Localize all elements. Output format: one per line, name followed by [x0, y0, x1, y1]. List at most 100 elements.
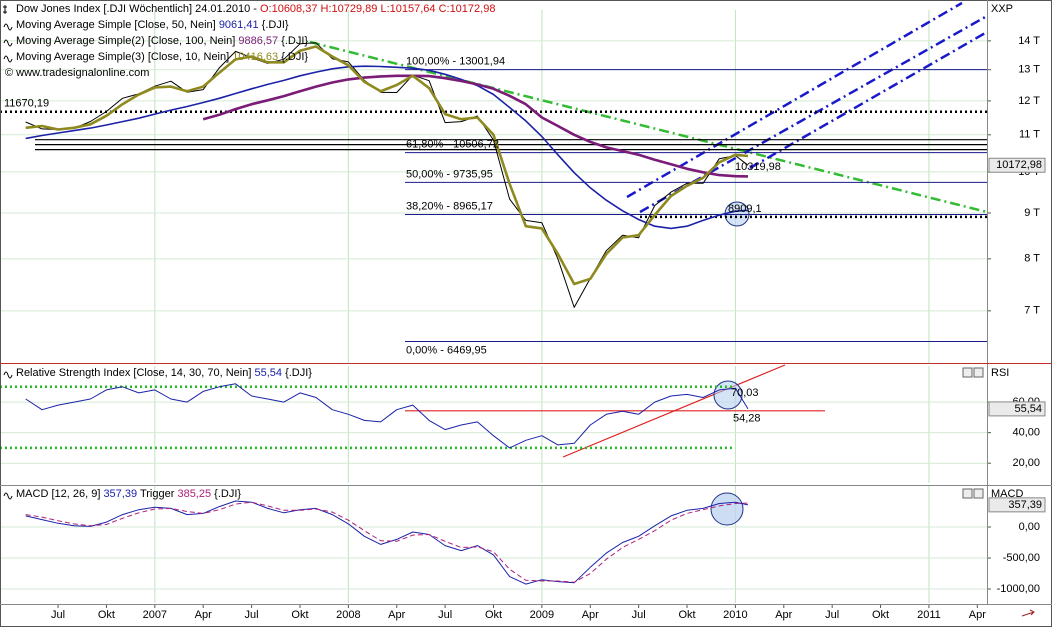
panel-button[interactable] [962, 367, 973, 378]
value-box-label: 10172,98 [996, 159, 1042, 171]
panel-button[interactable] [973, 367, 984, 378]
legend-entry: Moving Average Simple [Close, 50, Nein] … [16, 19, 289, 31]
value-box [988, 497, 1046, 513]
legend-text: Relative Strength Index [Close, 14, 30, … [16, 367, 251, 379]
highlight-circle [710, 492, 744, 526]
x-tick-label: Jul [245, 609, 259, 621]
y-tick-label: 13 T [1018, 64, 1040, 76]
series-line [202, 74, 749, 178]
legend-icon [3, 39, 13, 47]
legend-text: {.DJI} [214, 488, 241, 500]
value-box-label: 55,54 [1014, 403, 1042, 415]
legend-entry: Moving Average Simple(3) [Close, 10, Nei… [16, 51, 308, 63]
x-tick-label: Jul [51, 609, 65, 621]
y-tick-label: 9 T [1024, 207, 1040, 219]
title-text: Dow Jones Index [.DJI Wöchentlich] 24.01… [16, 3, 257, 15]
value-box [988, 401, 1046, 417]
fib-label: 50,00% - 9735,95 [406, 168, 493, 180]
annotation: 10319,98 [735, 161, 781, 173]
header-icon [3, 5, 7, 14]
panel-button[interactable] [973, 488, 984, 499]
series-line [25, 501, 749, 583]
value-box-label: 357,39 [1008, 499, 1042, 511]
chart-title: Dow Jones Index [.DJI Wöchentlich] 24.01… [16, 3, 495, 15]
y-tick-label: 14 T [1018, 35, 1040, 47]
axis-title: MACD [991, 488, 1023, 500]
source-note: © www.tradesignalonline.com [5, 67, 149, 79]
series-line [25, 500, 749, 585]
legend-text: 9886,57 [238, 35, 278, 47]
trend-line [309, 40, 988, 214]
y-tick-label: 11 T [1019, 129, 1040, 141]
x-tick-label: Okt [98, 609, 115, 621]
y-tick-label: 40,00 [1012, 427, 1040, 439]
legend-text: Moving Average Simple(3) [Close, 10, Nei… [16, 51, 229, 63]
legend-text: {.DJI} [285, 367, 312, 379]
legend-text: {.DJI} [281, 51, 308, 63]
legend-text: Trigger [140, 488, 175, 500]
level-label: 8909,1 [728, 203, 762, 215]
fib-label: 0,00% - 6469,95 [406, 344, 487, 356]
legend-icon [3, 23, 13, 31]
x-tick-label: Okt [678, 609, 695, 621]
channel-line [626, 1, 963, 199]
axis-title: XXP [991, 3, 1013, 15]
text-layer: Jul Okt 2007 Apr Jul Okt 2008 Apr Jul Okt 2009 Apr J… [3, 3, 1046, 621]
legend-text: 55,54 [254, 367, 282, 379]
x-tick-label: 2009 [530, 609, 554, 621]
annotation: 70,03 [731, 387, 759, 399]
legend-entry: MACD [12, 26, 9] 357,39 Trigger 385,25 {… [16, 488, 241, 500]
level-label: 11670,19 [4, 98, 49, 110]
legend-text: 357,39 [103, 488, 137, 500]
legend-text: 385,25 [177, 488, 211, 500]
panel-button[interactable] [962, 488, 973, 499]
series-line [25, 65, 749, 230]
series-line [25, 45, 749, 286]
value-box [988, 157, 1046, 173]
x-tick-label: Apr [969, 609, 986, 621]
legend-text: 9061,41 [219, 19, 259, 31]
ohlc-text: O:10608,37 H:10729,89 L:10157,64 C:10172… [260, 3, 495, 15]
fib-label: 61,80% - 10506,72 [406, 139, 499, 151]
legend-text: {.DJI} [262, 19, 289, 31]
x-tick-label: Okt [872, 609, 889, 621]
legend-icon [3, 55, 13, 63]
x-tick-label: Apr [775, 609, 792, 621]
fib-label: 100,00% - 13001,94 [406, 56, 505, 68]
legend-text: MACD [12, 26, 9] [16, 488, 100, 500]
x-tick-label: Apr [388, 609, 405, 621]
x-tick-label: 2008 [336, 609, 360, 621]
legend-entry: Relative Strength Index [Close, 14, 30, … [16, 367, 312, 379]
x-tick-label: Jul [438, 609, 452, 621]
legend-text: Moving Average Simple(2) [Close, 100, Ne… [16, 35, 235, 47]
x-tick-label: Jul [632, 609, 646, 621]
x-tick-label: Okt [485, 609, 502, 621]
x-tick-label: 2007 [143, 609, 167, 621]
x-tick-label: Jul [825, 609, 839, 621]
fib-label: 38,20% - 8965,17 [406, 200, 493, 212]
y-tick-label: 12 T [1018, 95, 1040, 107]
legend-entry: Moving Average Simple(2) [Close, 100, Ne… [16, 35, 308, 47]
series-line [25, 383, 749, 449]
legend-text: {.DJI} [281, 35, 308, 47]
y-tick-label: 8 T [1024, 253, 1040, 265]
x-tick-label: 2010 [723, 609, 747, 621]
y-tick-label: -1000,00 [997, 583, 1040, 595]
x-tick-label: Apr [195, 609, 212, 621]
x-tick-label: Okt [291, 609, 308, 621]
legend-text: Moving Average Simple [Close, 50, Nein] [16, 19, 216, 31]
level-label: 54,28 [733, 413, 761, 425]
legend-text: 10416,63 [232, 51, 278, 63]
axis-title: RSI [991, 367, 1009, 379]
x-tick-label: 2011 [917, 609, 941, 621]
data-layer [0, 42, 987, 585]
channel-line [749, 30, 988, 170]
x-tick-label: Apr [582, 609, 599, 621]
legend-icon [3, 371, 13, 379]
y-tick-label: 7 T [1024, 305, 1040, 317]
scroll-arrow[interactable] [1021, 609, 1035, 617]
y-tick-label: 0,00 [1019, 521, 1040, 533]
y-tick-label: 20,00 [1012, 457, 1040, 469]
